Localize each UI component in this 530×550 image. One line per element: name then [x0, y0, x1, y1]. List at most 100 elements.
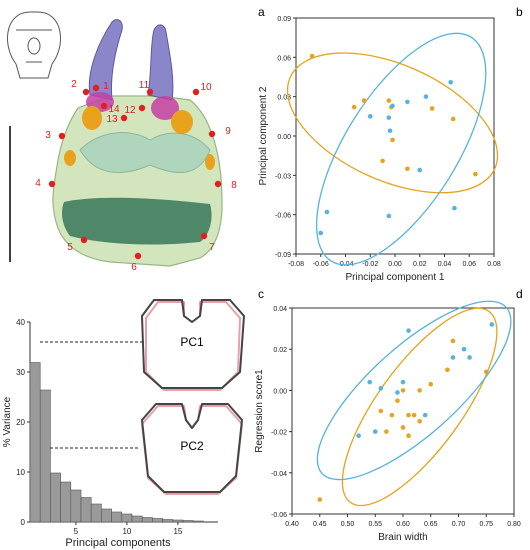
muscle-band	[62, 197, 212, 245]
x-tick-label: 0.70	[452, 521, 466, 528]
data-point	[406, 433, 411, 439]
data-point	[390, 137, 395, 143]
y-tick-label: -0.02	[271, 430, 287, 437]
data-point	[450, 116, 456, 122]
y-tick-label: 0.00	[273, 388, 287, 395]
data-point	[318, 230, 324, 236]
x-tick-label: 0.50	[341, 521, 355, 528]
y-tick-label: 0.00	[277, 134, 291, 141]
x-tick-label: 0.45	[313, 521, 327, 528]
variance-bar	[60, 481, 72, 523]
data-point	[400, 388, 406, 393]
data-point	[461, 346, 467, 352]
variance-bar	[111, 511, 123, 523]
landmark-dot	[82, 88, 90, 96]
x-tick-label: 0.80	[507, 521, 521, 528]
variance-bar	[162, 519, 174, 523]
landmark-label: 12	[124, 105, 136, 116]
data-point	[429, 106, 435, 111]
data-point	[390, 103, 395, 109]
x-axis-label: Principal components	[65, 537, 171, 549]
data-point	[489, 322, 495, 327]
data-point	[378, 408, 384, 414]
x-tick-label: -0.06	[313, 261, 329, 268]
panel-label-b: b	[516, 5, 523, 19]
landmark-dot	[200, 232, 208, 240]
y-tick-label: -0.04	[271, 471, 287, 478]
confidence-ellipse	[316, 300, 512, 481]
x-tick-label: 0.02	[413, 261, 427, 268]
data-point	[452, 205, 457, 211]
confidence-ellipse	[341, 307, 498, 507]
x-tick-label: 10	[122, 527, 131, 536]
x-tick-label: 0.40	[285, 521, 299, 528]
y-axis-label: % Variance	[2, 396, 13, 447]
variance-bar	[101, 508, 112, 523]
landmark-dot	[138, 104, 146, 112]
landmark-dot	[80, 236, 88, 244]
data-point	[389, 412, 395, 418]
landmark-label: 1	[103, 81, 109, 92]
pca-scatter-chart: -0.08 -0.06 -0.04 -0.02 0.00 0.02 0.04 0.06 0.08…	[258, 16, 501, 283]
data-point	[411, 412, 417, 418]
data-point	[380, 158, 385, 164]
plot-frame	[291, 307, 515, 515]
data-point	[372, 429, 378, 434]
x-tick-label: 15	[173, 527, 182, 536]
pc2-shape	[141, 403, 243, 495]
y-tick-label: 40	[16, 318, 25, 327]
pc2-label: PC2	[180, 439, 204, 453]
panel-label-d: d	[516, 287, 523, 301]
skull-thumbnail-icon	[7, 11, 61, 79]
data-point	[406, 328, 411, 333]
landmark-dot	[134, 252, 142, 260]
data-point	[450, 338, 456, 344]
panel-label-a: a	[258, 5, 265, 19]
data-point	[384, 429, 389, 434]
y-tick-label: 0.03	[277, 95, 291, 102]
x-tick-label: 0.00	[388, 261, 402, 268]
x-tick-label: 0.08	[487, 261, 501, 268]
data-point	[395, 398, 400, 404]
data-point	[406, 412, 411, 418]
landmark-label: 8	[231, 180, 237, 191]
data-point	[378, 386, 384, 391]
x-tick-label: 0.04	[438, 261, 452, 268]
y-tick-label: -0.03	[275, 173, 291, 180]
variance-bar	[192, 520, 204, 523]
confidence-ellipse	[315, 32, 487, 266]
data-point	[324, 209, 330, 215]
x-tick-label: 0.06	[462, 261, 476, 268]
data-point	[361, 98, 367, 103]
data-point	[405, 99, 410, 105]
data-point	[417, 167, 423, 173]
data-point	[405, 166, 410, 172]
y-tick-label: -0.09	[275, 252, 291, 259]
y-axis-label: Principal component 2	[258, 86, 269, 185]
data-point	[483, 369, 489, 375]
data-point	[400, 379, 406, 385]
data-point	[445, 367, 450, 373]
y-tick-label: -0.06	[271, 512, 287, 519]
variance-bar	[50, 472, 61, 523]
y-axis-label: Regression score1	[254, 369, 265, 453]
data-point	[450, 355, 456, 360]
data-point	[467, 355, 472, 360]
data-point	[395, 390, 400, 395]
data-point	[386, 98, 392, 103]
y-tick-label: -0.06	[275, 213, 291, 220]
variance-bar	[70, 489, 82, 523]
x-tick-label: -0.02	[362, 261, 378, 268]
data-point	[417, 388, 422, 393]
variance-bar	[121, 513, 133, 523]
x-tick-label: 0.75	[479, 521, 493, 528]
variance-bar	[29, 362, 41, 523]
x-tick-label: -0.08	[288, 261, 304, 268]
y-tick-label: 0.04	[273, 306, 287, 313]
landmark-label: 9	[225, 126, 231, 137]
y-tick-label: 30	[16, 368, 25, 377]
variance-bar	[90, 503, 102, 523]
x-tick-label: 0.65	[424, 521, 438, 528]
